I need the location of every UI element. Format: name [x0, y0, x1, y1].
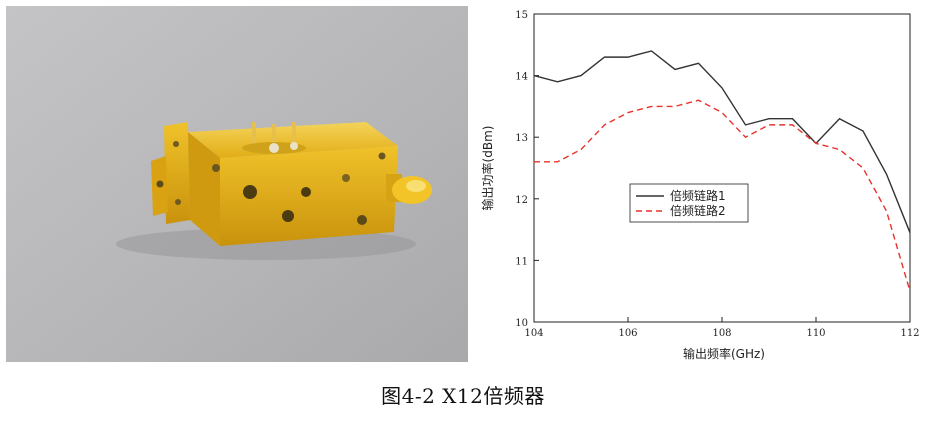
y-tick-label: 15	[515, 10, 528, 21]
plot-frame	[533, 13, 911, 323]
figure-caption: 图4-2 X12倍频器	[381, 384, 545, 408]
y-tick-label: 11	[515, 256, 528, 267]
y-tick-label: 12	[515, 195, 528, 206]
screw	[212, 164, 220, 172]
x-tick-label: 112	[900, 328, 919, 339]
y-tick-label: 13	[515, 133, 528, 144]
plot-axes: 104 106 108 110 112 10 11 12 13 14 15	[515, 10, 919, 339]
x-tick-label: 108	[712, 328, 731, 339]
sma-connector	[386, 174, 432, 204]
series-line-1	[533, 50, 911, 233]
x-tick-label: 104	[524, 328, 543, 339]
legend-box	[629, 183, 749, 223]
legend-label-2: 倍频链路2	[670, 203, 726, 218]
x-tick-label: 110	[806, 328, 825, 339]
y-axis-label: 输出功率(dBm)	[480, 126, 495, 211]
series-layer	[533, 50, 911, 292]
legend-label-1: 倍频链路1	[670, 188, 726, 203]
dc-pins	[242, 122, 306, 154]
series-line-2	[534, 99, 911, 292]
y-tick-label: 10	[515, 318, 528, 329]
y-tick-label: 14	[515, 72, 528, 83]
x-axis-label: 输出频率(GHz)	[683, 346, 765, 361]
waveguide-flange	[151, 122, 190, 224]
device-photo	[6, 6, 468, 362]
mount-hole	[243, 185, 257, 199]
x-tick-label: 106	[618, 328, 637, 339]
